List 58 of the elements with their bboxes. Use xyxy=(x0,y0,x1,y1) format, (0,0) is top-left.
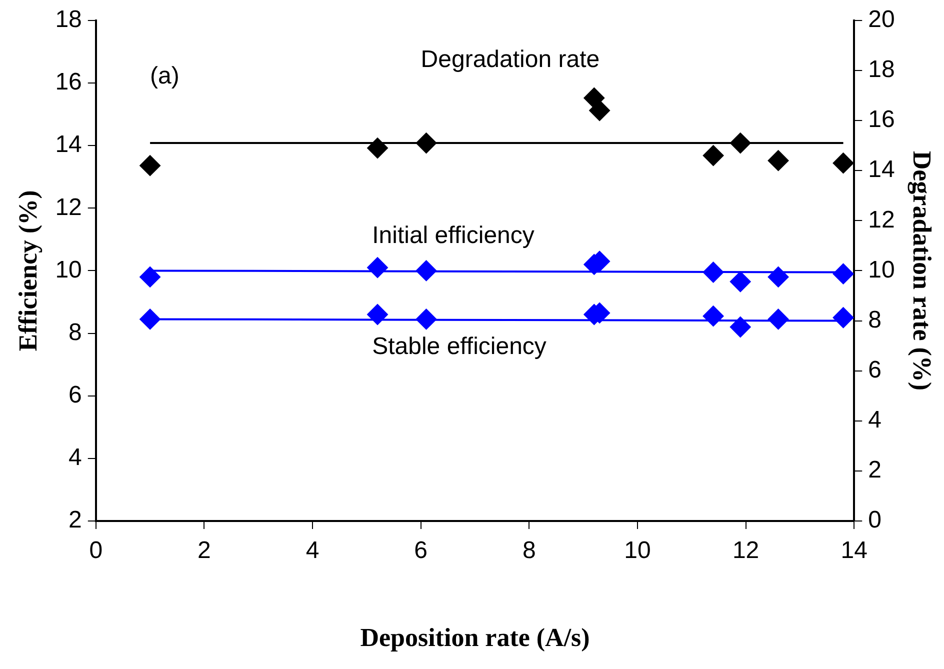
y-tick-label: 14 xyxy=(55,131,82,158)
y2-tick-label: 0 xyxy=(868,506,882,534)
y-tick-label: 4 xyxy=(68,444,82,472)
x-axis-title: Deposition rate (A/s) xyxy=(360,623,590,652)
point xyxy=(702,306,724,327)
series-label: Degradation rate xyxy=(420,46,600,74)
x-tick-label: 6 xyxy=(414,537,428,564)
point xyxy=(832,263,854,284)
point xyxy=(702,262,724,283)
y2-tick-label: 2 xyxy=(868,456,882,484)
point xyxy=(140,266,161,288)
point xyxy=(730,132,751,154)
point xyxy=(832,307,854,328)
point xyxy=(367,138,388,159)
point xyxy=(730,271,751,292)
y2-tick-label: 20 xyxy=(868,6,895,34)
point xyxy=(140,155,161,176)
x-tick-label: 8 xyxy=(522,537,536,564)
x-tick-label: 0 xyxy=(89,537,103,564)
y2-tick-label: 10 xyxy=(868,256,895,284)
y2-tick-label: 4 xyxy=(868,406,882,434)
series-label: Stable efficiency xyxy=(372,332,546,360)
y2-tick-label: 6 xyxy=(868,356,882,384)
point xyxy=(367,304,388,326)
point xyxy=(768,266,789,288)
point xyxy=(584,87,605,108)
y2-tick-label: 18 xyxy=(868,56,895,84)
point xyxy=(832,152,854,174)
y2-axis-title: Degradation rate (%) xyxy=(908,150,937,391)
point xyxy=(589,100,610,122)
point xyxy=(140,308,161,330)
point xyxy=(768,308,789,330)
x-tick-label: 4 xyxy=(306,537,320,564)
y-tick-label: 8 xyxy=(68,318,82,346)
y-tick-label: 10 xyxy=(55,256,82,284)
point xyxy=(416,132,437,154)
y-tick-label: 16 xyxy=(55,68,82,96)
x-tick-label: 2 xyxy=(198,537,211,564)
x-tick-label: 10 xyxy=(624,537,651,564)
y-axis-title: Efficiency (%) xyxy=(13,190,42,352)
x-tick-label: 14 xyxy=(840,537,868,564)
series-label: Initial efficiency xyxy=(372,222,534,249)
y2-tick-label: 8 xyxy=(868,306,882,334)
point xyxy=(730,316,751,338)
point xyxy=(367,257,388,278)
y-tick-label: 2 xyxy=(68,506,82,534)
point xyxy=(702,145,724,166)
point xyxy=(768,150,789,172)
annotation: (a) xyxy=(150,62,180,90)
y2-tick-label: 14 xyxy=(868,156,895,184)
point xyxy=(416,260,437,282)
y2-tick-label: 12 xyxy=(868,206,895,234)
y-tick-label: 6 xyxy=(68,381,82,408)
y2-tick-label: 16 xyxy=(868,106,895,134)
point xyxy=(416,308,437,330)
y-tick-label: 12 xyxy=(55,194,82,221)
y-tick-label: 18 xyxy=(55,6,82,34)
x-tick-label: 12 xyxy=(732,537,760,564)
